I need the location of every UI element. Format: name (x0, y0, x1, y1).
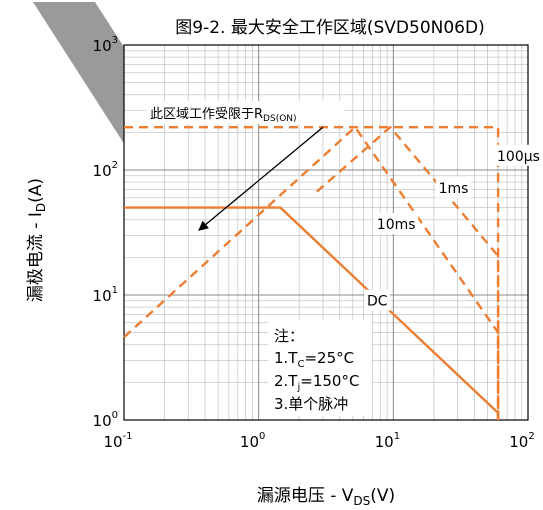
x-tick-label-base: 10 (509, 433, 528, 451)
x-axis-label-suffix: (V) (370, 486, 395, 506)
series-label-bg-100s (491, 144, 543, 166)
x-tick-label-base: 10 (375, 433, 394, 451)
x-tick-label: 10-1 (103, 431, 132, 451)
rds-annotation-sub: DS(ON) (263, 114, 296, 124)
y-tick-label-base: 10 (93, 162, 112, 180)
rds-arrow (198, 126, 324, 231)
x-tick-labels: 10-1 100 101 102 (103, 431, 534, 451)
series-label-bg-10ms (374, 212, 419, 234)
notes-line2-main: 2.T (274, 372, 298, 390)
y-tick-label-exp: 1 (112, 285, 118, 296)
x-axis-label-sub: DS (353, 494, 370, 506)
plot-frame (123, 44, 529, 421)
chart-title: 图9-2. 最大安全工作区域(SVD50N06D) (175, 18, 484, 38)
y-tick-label-exp: 3 (112, 35, 118, 46)
x-axis-label: 漏源电压 - VDS(V) (257, 486, 395, 506)
y-axis-label-sub: D (34, 203, 48, 212)
y-tick-label-exp: 0 (112, 410, 118, 421)
rds-annotation-box (146, 101, 344, 124)
y-axis-label-main: 漏极电流 - I (26, 212, 46, 302)
y-tick-label-base: 10 (93, 412, 112, 430)
x-tick-label: 101 (375, 431, 400, 451)
x-tick-label: 102 (509, 431, 534, 451)
notes-line1-main: 1.T (274, 349, 298, 367)
rds-annotation: 此区域工作受限于RDS(ON) (150, 107, 297, 124)
rds-annotation-text: 此区域工作受限于R (150, 107, 263, 122)
x-tick-label-base: 10 (103, 433, 122, 451)
notes-line2-sub: j (296, 382, 300, 393)
x-tick-label-exp: 2 (528, 431, 534, 442)
y-axis-label-suffix: (A) (26, 178, 46, 203)
notes-line1-sub: C (297, 359, 304, 370)
series-label-bg-1ms (436, 176, 472, 198)
y-tick-label-base: 10 (93, 37, 112, 55)
y-tick-label-base: 10 (93, 287, 112, 305)
notes-line2-suffix: =150°C (300, 372, 359, 390)
notes-line2: 2.Tj=150°C (274, 372, 359, 393)
x-tick-label-exp: 0 (259, 431, 265, 442)
series-label-1ms: 1ms (439, 181, 469, 197)
series-label-100s: 100μs (497, 149, 540, 165)
y-tick-label: 103 (93, 35, 118, 55)
x-tick-label-exp: -1 (123, 431, 133, 442)
y-tick-label: 100 (93, 410, 118, 430)
x-tick-label-base: 10 (240, 433, 259, 451)
series-labels: DC 10ms 1ms 100μs (364, 144, 543, 311)
x-tick-label: 100 (240, 431, 265, 451)
series-label-bg-dc (364, 289, 391, 311)
notes-box (268, 320, 372, 416)
y-axis-label: 漏极电流 - ID(A) (26, 178, 48, 302)
notes-title: 注： (274, 327, 304, 345)
notes-line3: 3.单个脉冲 (274, 395, 348, 413)
notes-line1-suffix: =25°C (304, 349, 354, 367)
x-tick-label-exp: 1 (394, 431, 400, 442)
x-axis-label-main: 漏源电压 - V (257, 486, 354, 506)
notes-line1: 1.TC=25°C (274, 349, 354, 370)
y-tick-label: 101 (93, 285, 118, 305)
y-tick-label: 102 (93, 160, 118, 180)
series-label-10ms: 10ms (377, 217, 416, 233)
series-label-dc: DC (367, 294, 388, 310)
y-tick-label-exp: 2 (112, 160, 118, 171)
series-line-100s (124, 125, 500, 420)
